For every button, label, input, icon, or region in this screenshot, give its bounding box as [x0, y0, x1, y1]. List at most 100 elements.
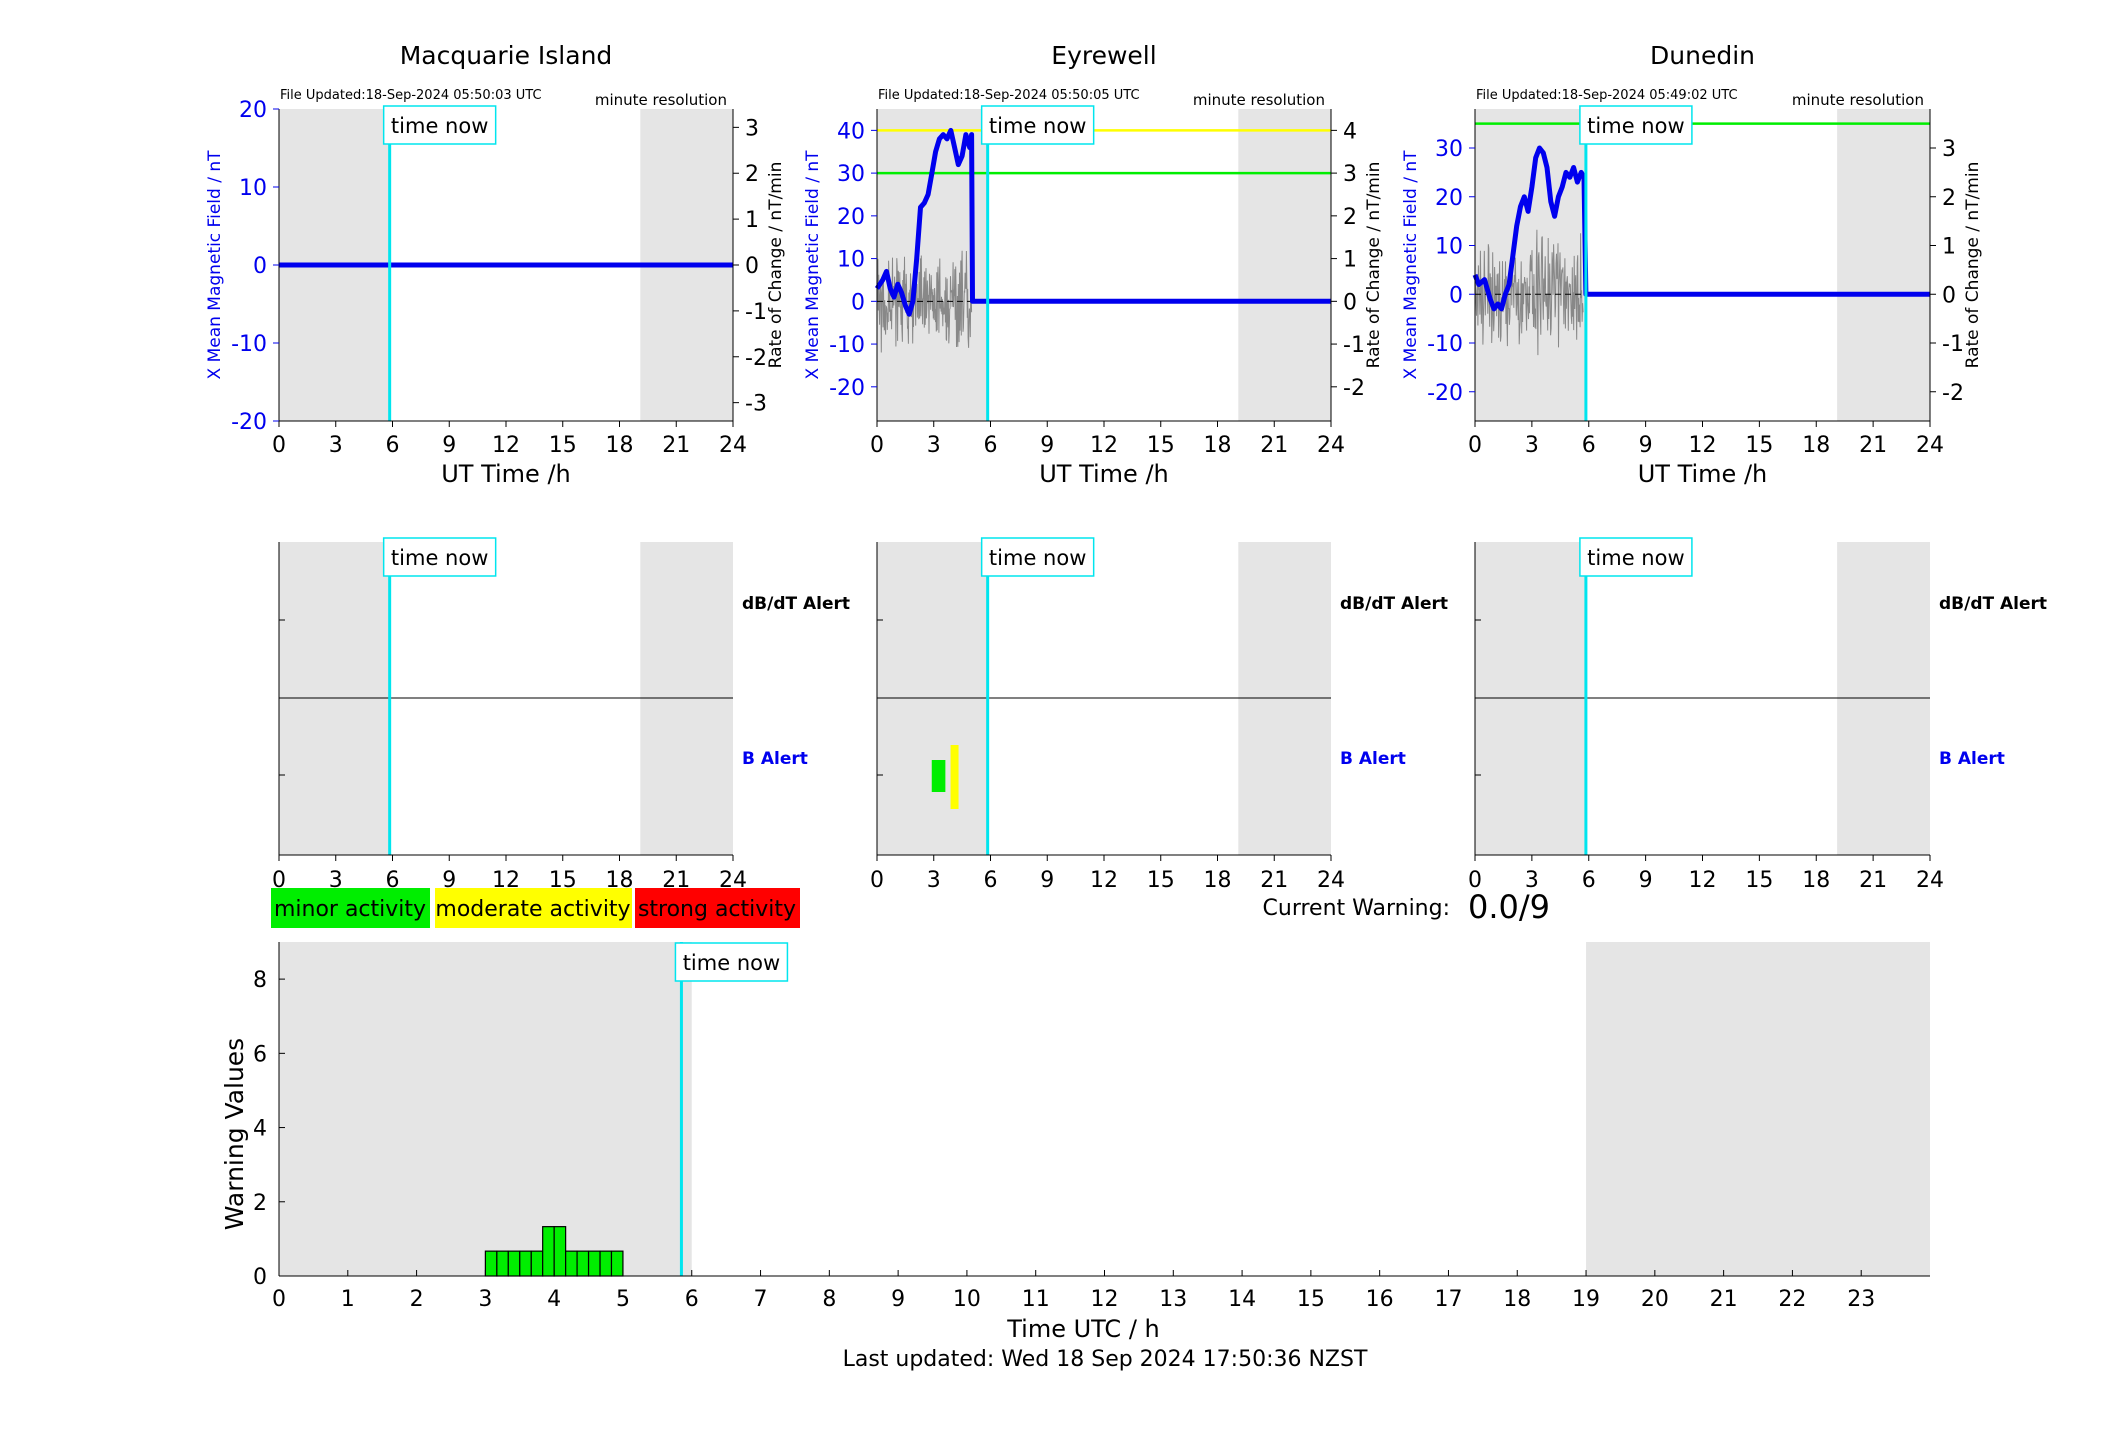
- x-tick-label: 12: [1689, 868, 1717, 893]
- x-tick-label: 19: [1572, 1287, 1600, 1312]
- y2-tick-label: -2: [1343, 376, 1365, 401]
- x-tick-label: 11: [1022, 1287, 1050, 1312]
- legend-moderate-swatch: [435, 888, 632, 928]
- time-now-box: [980, 105, 1095, 145]
- time-now-box: [382, 537, 497, 577]
- warning-bar: [542, 1226, 555, 1277]
- time-now-box: [980, 537, 1095, 577]
- legend-strong-label: strong activity: [638, 897, 796, 922]
- x-tick-label: 3: [329, 433, 343, 458]
- y-tick-label: 20: [837, 205, 865, 230]
- x-tick-label: 18: [606, 433, 634, 458]
- activity-legend: minor activity moderate activity strong ac…: [271, 888, 800, 928]
- y-tick-label: 20: [1435, 186, 1463, 211]
- station-title: Macquarie Island: [400, 41, 613, 70]
- x-tick-label: 13: [1159, 1287, 1187, 1312]
- last-updated-text: Last updated: Wed 18 Sep 2024 17:50:36 N…: [843, 1347, 1368, 1372]
- x-tick-label: 12: [1689, 433, 1717, 458]
- x-tick-label: 24: [1916, 433, 1944, 458]
- x-tick-label: 0: [1468, 868, 1482, 893]
- time-now-box: [382, 105, 497, 145]
- dbdt-alert-label: dB/dT Alert: [742, 594, 850, 614]
- y2-tick-label: 1: [1343, 248, 1357, 273]
- y-tick-label: -10: [829, 333, 865, 358]
- x-tick-label: 14: [1228, 1287, 1256, 1312]
- y-axis-label: X Mean Magnetic Field / nT: [803, 150, 823, 380]
- x-tick-label: 9: [1639, 433, 1653, 458]
- y2-tick-label: -1: [1942, 332, 1964, 357]
- x-tick-label: 18: [1802, 868, 1830, 893]
- y-tick-label: 0: [253, 254, 267, 279]
- y-tick-label: -10: [231, 332, 267, 357]
- time-now-label: time now: [391, 114, 488, 138]
- x-tick-label: 21: [1859, 433, 1887, 458]
- warning-bar: [610, 1250, 624, 1277]
- y2-tick-label: 3: [1343, 162, 1357, 187]
- legend-minor-swatch: [271, 888, 430, 928]
- x-tick-label: 6: [984, 868, 998, 893]
- legend-strong-swatch: [635, 888, 800, 928]
- x-tick-label: 21: [1260, 433, 1288, 458]
- x-tick-label: 2: [410, 1287, 424, 1312]
- time-now-box: [1579, 537, 1693, 577]
- x-tick-label: 3: [927, 868, 941, 893]
- y-axis-label: X Mean Magnetic Field / nT: [1401, 150, 1421, 380]
- x-tick-label: 18: [1204, 433, 1232, 458]
- x-tick-label: 12: [1090, 433, 1118, 458]
- x-tick-label: 7: [754, 1287, 768, 1312]
- x-tick-label: 24: [1317, 433, 1345, 458]
- b-alert-block: [931, 760, 946, 792]
- station-title: Eyrewell: [1051, 41, 1156, 70]
- x-tick-label: 12: [492, 433, 520, 458]
- y-tick-label: 20: [239, 98, 267, 123]
- warning-bar: [519, 1250, 532, 1277]
- y2-tick-label: 1: [745, 208, 759, 233]
- x-tick-label: 3: [927, 433, 941, 458]
- x-tick-label: 0: [272, 433, 286, 458]
- x-tick-label: 6: [1582, 433, 1596, 458]
- time-now-label: time now: [391, 546, 488, 570]
- warning-bar: [599, 1250, 613, 1277]
- y2-tick-label: 0: [1942, 283, 1956, 308]
- resolution-text: minute resolution: [595, 91, 727, 109]
- x-tick-label: 9: [1040, 433, 1054, 458]
- x-tick-label: 21: [1859, 868, 1887, 893]
- magnetic-field-line: [1472, 145, 1930, 312]
- warning-bar: [507, 1250, 521, 1277]
- x-tick-label: 3: [1525, 433, 1539, 458]
- warning-bar: [484, 1250, 498, 1277]
- b-alert-bar: [950, 745, 959, 809]
- x-tick-label: 21: [1710, 1287, 1738, 1312]
- x-tick-label: 0: [1468, 433, 1482, 458]
- y-axis-label: X Mean Magnetic Field / nT: [205, 150, 225, 380]
- x-tick-label: 6: [1582, 868, 1596, 893]
- x-tick-label: 9: [891, 1287, 905, 1312]
- b-alert-label: B Alert: [1340, 749, 1406, 769]
- x-tick-label: 21: [662, 433, 690, 458]
- x-tick-label: 10: [953, 1287, 981, 1312]
- alert-panel-2: time now 0 3 6 9 12 15 18 21 24 dB/dT Alert B Alert: [1468, 537, 2047, 893]
- alert-panel-1: time now 0 3 6 9 12 15 18 21 24 dB/dT Alert B Alert: [870, 537, 1448, 893]
- night-shading: [1837, 109, 1930, 421]
- x-tick-label: 15: [1147, 868, 1175, 893]
- time-now-box: [674, 942, 789, 982]
- y-tick-label: 10: [837, 248, 865, 273]
- x-tick-label: 0: [272, 1287, 286, 1312]
- file-updated-text: File Updated:18-Sep-2024 05:49:02 UTC: [1476, 88, 1738, 103]
- x-tick-label: 15: [1297, 1287, 1325, 1312]
- x-tick-label: 3: [1525, 868, 1539, 893]
- x-tick-label: 0: [870, 433, 884, 458]
- warning-bar: [496, 1250, 509, 1277]
- y2-tick-label: 0: [745, 254, 759, 279]
- y2-tick-label: -3: [745, 392, 767, 417]
- file-updated-text: File Updated:18-Sep-2024 05:50:05 UTC: [878, 88, 1140, 103]
- x-tick-label: 8: [822, 1287, 836, 1312]
- y2-tick-label: 0: [1343, 290, 1357, 315]
- x-tick-label: 6: [984, 433, 998, 458]
- y-tick-label: 0: [1449, 283, 1463, 308]
- y2-axis-label: Rate of Change / nT/min: [766, 162, 786, 369]
